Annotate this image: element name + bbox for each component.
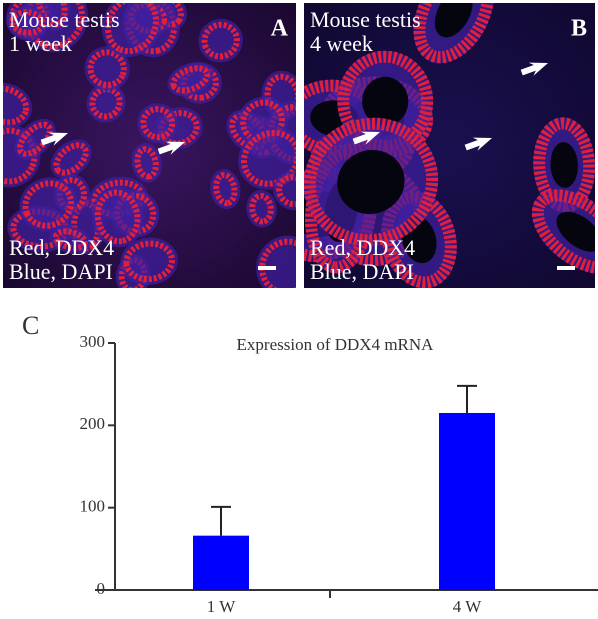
stain-label: Blue, DAPI bbox=[9, 259, 113, 284]
arrow bbox=[157, 141, 185, 155]
bar bbox=[193, 535, 249, 590]
tubule bbox=[304, 147, 378, 274]
lumen bbox=[434, 3, 473, 38]
tubule bbox=[34, 3, 68, 28]
y-tick-label: 200 bbox=[80, 414, 106, 433]
tubule bbox=[213, 171, 238, 207]
tubule bbox=[87, 49, 127, 89]
lumen bbox=[337, 149, 405, 215]
panel-label: C bbox=[22, 311, 39, 340]
scale-bar bbox=[258, 266, 276, 270]
x-tick-label: 4 W bbox=[453, 597, 482, 616]
lumen bbox=[550, 142, 578, 188]
arrow bbox=[352, 131, 380, 145]
tubule bbox=[241, 129, 296, 187]
tubule bbox=[276, 174, 296, 208]
lumen bbox=[556, 211, 595, 252]
x-tick-label: 1 W bbox=[207, 597, 236, 616]
arrow bbox=[40, 132, 68, 146]
tubule-group bbox=[3, 3, 296, 288]
panel-title: 4 week bbox=[310, 31, 373, 56]
tubule bbox=[50, 139, 92, 179]
tubule bbox=[180, 65, 219, 101]
tubule-group bbox=[304, 3, 595, 288]
stain-label: Red, DDX4 bbox=[9, 235, 114, 260]
tubule bbox=[52, 228, 88, 252]
tubule bbox=[53, 142, 89, 176]
scale-bar bbox=[557, 266, 575, 270]
tubule bbox=[134, 146, 159, 180]
tubule bbox=[123, 240, 175, 283]
panel-title: Mouse testis bbox=[310, 7, 421, 32]
panel-label: A bbox=[271, 16, 289, 42]
tubule bbox=[147, 3, 184, 28]
tubule bbox=[3, 127, 38, 185]
tubule bbox=[240, 99, 285, 144]
stain-label: Red, DDX4 bbox=[310, 235, 415, 260]
tubule bbox=[14, 118, 56, 160]
panel-title: 1 week bbox=[9, 31, 72, 56]
tubule bbox=[24, 3, 85, 50]
tubule bbox=[17, 121, 53, 157]
arrow bbox=[520, 62, 548, 76]
chart-title: Expression of DDX4 mRNA bbox=[237, 335, 435, 354]
panel-title: Mouse testis bbox=[9, 7, 120, 32]
tubule bbox=[89, 86, 123, 120]
tubule bbox=[9, 9, 46, 36]
lumen bbox=[362, 76, 409, 126]
tubule bbox=[140, 106, 176, 141]
tubule bbox=[3, 82, 33, 129]
arrow bbox=[464, 137, 492, 151]
stain-label: Blue, DAPI bbox=[310, 259, 414, 284]
tubule bbox=[198, 18, 243, 63]
y-tick-label: 300 bbox=[80, 332, 106, 351]
tubule bbox=[170, 65, 211, 94]
tubule bbox=[94, 189, 141, 245]
tubule bbox=[22, 180, 75, 229]
y-tick-label: 0 bbox=[97, 579, 106, 598]
tubule bbox=[249, 192, 274, 225]
tubule bbox=[3, 85, 30, 126]
panel-label: B bbox=[571, 16, 587, 42]
y-tick-label: 100 bbox=[80, 497, 106, 516]
bar bbox=[439, 412, 495, 590]
